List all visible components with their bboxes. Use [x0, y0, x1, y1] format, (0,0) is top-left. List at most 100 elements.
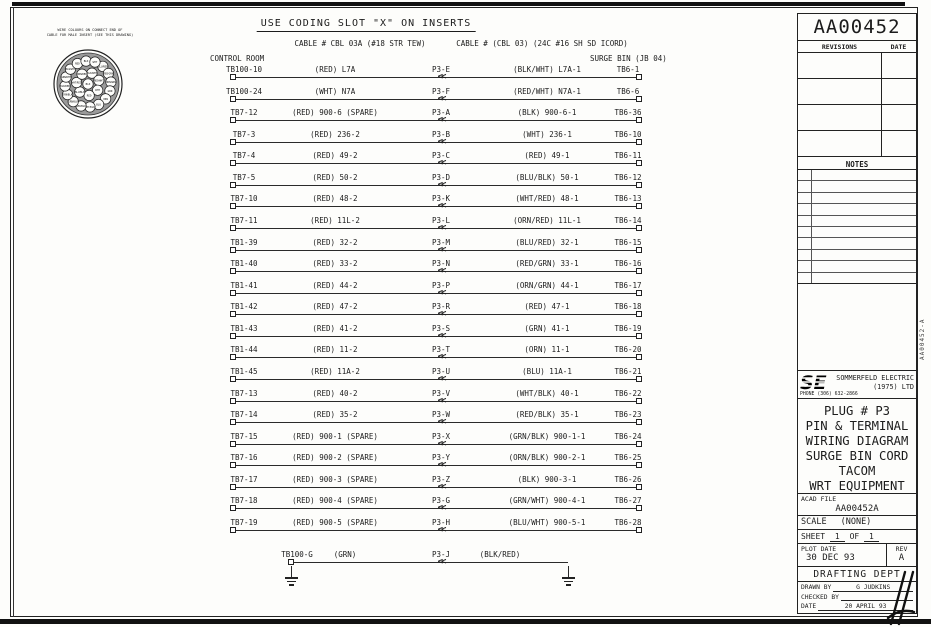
connector-chevron-icon: <<	[437, 179, 447, 190]
pin-label: P3-T	[431, 345, 451, 355]
terminal-square-icon	[230, 311, 236, 318]
sheet-border	[10, 7, 918, 617]
terminal-square-icon	[636, 375, 642, 382]
wire-line	[236, 422, 637, 424]
svg-text:GRN⁄WHT: GRN⁄WHT	[61, 75, 71, 79]
drawn-by-value: G JUDKINS	[833, 584, 913, 592]
location-label-right: SURGE BIN (JB 04)	[590, 54, 667, 63]
terminal-square-icon	[636, 95, 642, 102]
wire-row: TB1-44 (RED) 11-2 P3-T (ORN) 11-1 TB6-20 <<	[0, 344, 700, 366]
rev-value: A	[898, 553, 905, 563]
terminal-square-icon	[230, 74, 236, 80]
wire-right-label: (BLU/RED) 32-1	[515, 237, 579, 247]
ground-symbol-icon	[284, 577, 298, 588]
svg-text:ORN⁄RED: ORN⁄RED	[77, 73, 87, 77]
plot-date-box: PLOT DATE 30 DEC 93 REV A	[798, 544, 916, 567]
wire-right-label: (GRN) 41-1	[524, 323, 570, 333]
connector-chevron-icon: <<	[437, 72, 447, 82]
wire-row: TB1-41 (RED) 44-2 P3-P (ORN/GRN) 44-1 TB6-17…	[0, 280, 700, 302]
edge-microfilm-text: AA00452-A	[919, 318, 926, 360]
pin-label: P3-X	[431, 431, 451, 441]
wire-row: TB7-15 (RED) 900-1 (SPARE) P3-X (GRN/BLK) 9…	[0, 431, 700, 453]
terminal-square-icon	[636, 203, 642, 210]
svg-text:SE: SE	[800, 374, 827, 392]
connector-chevron-icon: <<	[437, 395, 447, 406]
svg-text:GRN⁄BLK: GRN⁄BLK	[68, 100, 78, 104]
from-terminal-label: TB7-14	[230, 410, 258, 420]
scale-label: SCALE	[801, 517, 827, 527]
pin-label: P3-M	[431, 237, 451, 247]
terminal-square-icon	[230, 181, 236, 188]
ground-wire-right-label: (BLK/RED)	[479, 550, 521, 559]
from-terminal-label: TB7-16	[230, 453, 258, 463]
terminal-square-icon	[230, 462, 236, 469]
from-terminal-label: TB7-12	[230, 108, 258, 118]
wire-left-label: (RED) 33-2	[312, 259, 358, 269]
ground-drop-left	[291, 566, 292, 577]
wire-right-label: (BLU/BLK) 50-1	[515, 172, 579, 182]
pin-label: P3-F	[431, 86, 451, 96]
terminal-square-icon	[230, 397, 236, 404]
svg-text:BLK: BLK	[84, 59, 89, 63]
wire-left-label: (RED) 900-1 (SPARE)	[292, 431, 378, 441]
wire-line	[236, 184, 637, 186]
date-value: 20 APRIL 93	[818, 603, 913, 612]
connector-pinout-icon: BLKBLK⁄WHTRED⁄WHTWHTREDBLU⁄BLKWHT⁄REDORN…	[53, 49, 123, 119]
connector-chevron-icon: <<	[437, 266, 447, 277]
terminal-square-icon	[230, 483, 236, 490]
cable-label-right: CABLE # (CBL 03) (24C #16 SH SD ICORD)	[456, 39, 628, 48]
svg-text:RED⁄GRN: RED⁄GRN	[104, 72, 114, 76]
company-logo-icon: SE	[800, 374, 834, 392]
to-terminal-label: TB6-15	[614, 237, 642, 247]
location-label-left: CONTROL ROOM	[210, 54, 265, 63]
drawing-title-line: TACOM	[838, 464, 876, 478]
svg-text:WHT⁄RED: WHT⁄RED	[72, 81, 82, 85]
from-terminal-label: TB7-4	[232, 151, 256, 161]
to-terminal-label: TB6-14	[614, 215, 642, 225]
terminal-square-icon	[636, 483, 642, 490]
connector-face-inset: WIRE COLOURS ON CONNECT END OF CABLE FOR…	[30, 28, 150, 131]
terminal-square-icon	[636, 419, 642, 426]
wire-row: TB7-17 (RED) 900-3 (SPARE) P3-Z (BLK) 900-3…	[0, 474, 700, 496]
terminal-square-icon	[230, 138, 236, 145]
pin-label: P3-U	[431, 366, 451, 376]
wire-row: TB7-12 (RED) 900-6 (SPARE) P3-A (BLK) 900-6…	[0, 107, 700, 129]
terminal-square-icon	[636, 74, 642, 80]
wire-right-label: (WHT/BLK) 40-1	[515, 388, 579, 398]
wire-right-label: (BLK) 900-3-1	[517, 474, 577, 484]
wire-left-label: (RED) 32-2	[312, 237, 358, 247]
terminal-square-icon	[230, 419, 236, 426]
pin-label: P3-R	[431, 302, 451, 312]
connector-chevron-icon: <<	[437, 503, 447, 514]
to-terminal-label: TB6-27	[614, 496, 642, 506]
pin-label: P3-S	[431, 323, 451, 333]
wire-line	[236, 529, 637, 531]
from-terminal-label: TB1-45	[230, 366, 258, 376]
wire-left-label: (RED) 11L-2	[310, 215, 360, 225]
wire-row: TB7-4 (RED) 49-2 P3-C (RED) 49-1 TB6-11 <<	[0, 150, 700, 172]
wire-left-label: (RED) 50-2	[312, 172, 358, 182]
terminal-square-icon	[230, 246, 236, 253]
wire-row: TB7-19 (RED) 900-5 (SPARE) P3-H (BLU/WHT) 9…	[0, 517, 700, 539]
sheet-total: 1	[864, 532, 879, 542]
wire-row: TB7-5 (RED) 50-2 P3-D (BLU/BLK) 50-1 TB6-12 <…	[0, 172, 700, 194]
pin-label: P3-L	[431, 215, 451, 225]
from-terminal-label: TB7-13	[230, 388, 258, 398]
terminal-square-icon	[636, 440, 642, 447]
signature-box: DRAWN BY G JUDKINS CHECKED BY DATE 20 APRI…	[798, 570, 916, 626]
svg-text:RED: RED	[75, 62, 80, 66]
revisions-label: REVISIONS	[821, 43, 858, 51]
sheet-num: 1	[829, 532, 845, 542]
wire-right-label: (WHT) 236-1	[522, 129, 572, 139]
plot-date-label: PLOT DATE	[801, 545, 837, 553]
terminal-square-icon	[230, 224, 236, 231]
wire-line	[236, 206, 637, 208]
ground-from-label: TB100-G	[281, 550, 313, 559]
drawing-title-line: SURGE BIN CORD	[805, 449, 909, 463]
terminal-square-icon	[636, 505, 642, 512]
connector-chevron-icon: <<	[437, 460, 447, 471]
to-terminal-label: TB6-28	[614, 517, 642, 527]
from-terminal-label: TB1-39	[230, 237, 258, 247]
handwritten-signature	[886, 570, 916, 626]
wire-right-label: (BLU) 11A-1	[522, 366, 572, 376]
